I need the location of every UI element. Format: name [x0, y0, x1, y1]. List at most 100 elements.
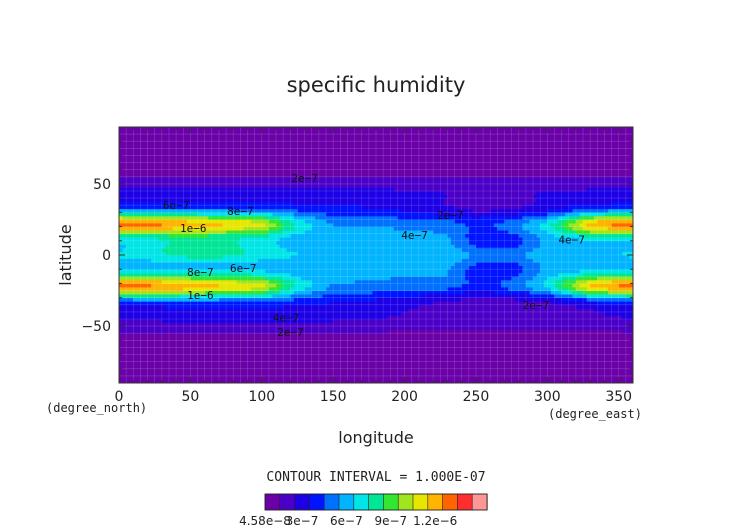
heatmap-cell [572, 375, 577, 380]
heatmap-cell [543, 354, 548, 359]
heatmap-cell [429, 308, 434, 313]
heatmap-cell [276, 365, 281, 370]
heatmap-cell [436, 354, 441, 359]
heatmap-cell [422, 368, 427, 373]
heatmap-cell [358, 279, 363, 284]
heatmap-cell [358, 343, 363, 348]
heatmap-cell [165, 368, 170, 373]
heatmap-cell [475, 354, 480, 359]
heatmap-cell [190, 347, 195, 352]
heatmap-cell [183, 258, 188, 263]
heatmap-cell [386, 326, 391, 331]
heatmap-cell [572, 287, 577, 291]
heatmap-cell [240, 290, 245, 295]
heatmap-cell [611, 283, 616, 288]
heatmap-cell [161, 329, 166, 334]
heatmap-cell [579, 308, 584, 313]
heatmap-cell [154, 379, 159, 384]
heatmap-cell [565, 287, 570, 291]
heatmap-cell [418, 368, 423, 373]
heatmap-cell [140, 336, 145, 341]
heatmap-cell [304, 347, 309, 352]
heatmap-cell [511, 315, 516, 320]
heatmap-cell [340, 319, 345, 323]
heatmap-cell [536, 287, 541, 291]
heatmap-cell [547, 351, 552, 355]
heatmap-cell [122, 311, 127, 316]
heatmap-cell [315, 343, 320, 348]
heatmap-cell [461, 315, 466, 320]
heatmap-cell [222, 269, 227, 274]
heatmap-cell [500, 294, 505, 299]
heatmap-cell [554, 347, 559, 352]
heatmap-cell [493, 365, 498, 370]
heatmap-cell [208, 358, 213, 363]
heatmap-cell [625, 347, 630, 352]
heatmap-cell [618, 368, 623, 373]
heatmap-cell [493, 301, 498, 306]
heatmap-cell [583, 265, 587, 270]
heatmap-cell [147, 262, 152, 267]
heatmap-cell [279, 272, 284, 277]
heatmap-cell [136, 343, 141, 348]
heatmap-cell [358, 290, 363, 295]
heatmap-cell [315, 311, 320, 316]
heatmap-cell [358, 297, 363, 302]
heatmap-cell [365, 265, 370, 270]
heatmap-cell [611, 265, 616, 270]
heatmap-cell [465, 343, 470, 348]
heatmap-cell [204, 301, 209, 306]
heatmap-cell [490, 272, 495, 277]
heatmap-cell [326, 311, 330, 316]
heatmap-cell [583, 279, 587, 284]
heatmap-cell [358, 340, 363, 345]
heatmap-cell [197, 347, 202, 352]
heatmap-cell [201, 372, 206, 377]
heatmap-cell [122, 279, 127, 284]
heatmap-cell [297, 269, 302, 274]
heatmap-cell [179, 322, 184, 327]
heatmap-cell [593, 358, 598, 363]
heatmap-cell [536, 322, 541, 327]
heatmap-cell [240, 379, 245, 384]
heatmap-cell [575, 340, 580, 345]
heatmap-cell [218, 262, 223, 267]
heatmap-cell [393, 287, 398, 291]
heatmap-cell [276, 290, 281, 295]
heatmap-cell [579, 319, 584, 323]
heatmap-cell [279, 319, 284, 323]
heatmap-cell [443, 290, 448, 295]
heatmap-cell [422, 283, 427, 288]
heatmap-cell [418, 319, 423, 323]
heatmap-cell [558, 333, 563, 338]
heatmap-cell [515, 262, 520, 267]
heatmap-cell [201, 319, 206, 323]
heatmap-cell [565, 368, 570, 373]
heatmap-cell [243, 262, 248, 267]
heatmap-cell [522, 343, 527, 348]
heatmap-cell [429, 347, 434, 352]
heatmap-cell [340, 258, 345, 263]
heatmap-cell [629, 351, 634, 355]
heatmap-cell [276, 315, 281, 320]
heatmap-cell [301, 279, 306, 284]
heatmap-cell [343, 326, 348, 331]
heatmap-cell [279, 343, 284, 348]
heatmap-cell [158, 333, 163, 338]
heatmap-cell [201, 326, 206, 331]
heatmap-cell [415, 322, 420, 327]
heatmap-cell [308, 329, 313, 334]
heatmap-cell [361, 372, 366, 377]
heatmap-cell [436, 315, 441, 320]
heatmap-cell [472, 279, 477, 284]
heatmap-cell [161, 290, 166, 295]
heatmap-cell [286, 354, 291, 359]
heatmap-cell [211, 343, 216, 348]
heatmap-cell [161, 336, 166, 341]
heatmap-cell [236, 351, 241, 355]
heatmap-cell [186, 258, 191, 263]
heatmap-cell [197, 333, 202, 338]
heatmap-cell [415, 258, 420, 263]
heatmap-cell [122, 308, 127, 313]
heatmap-cell [372, 354, 377, 359]
